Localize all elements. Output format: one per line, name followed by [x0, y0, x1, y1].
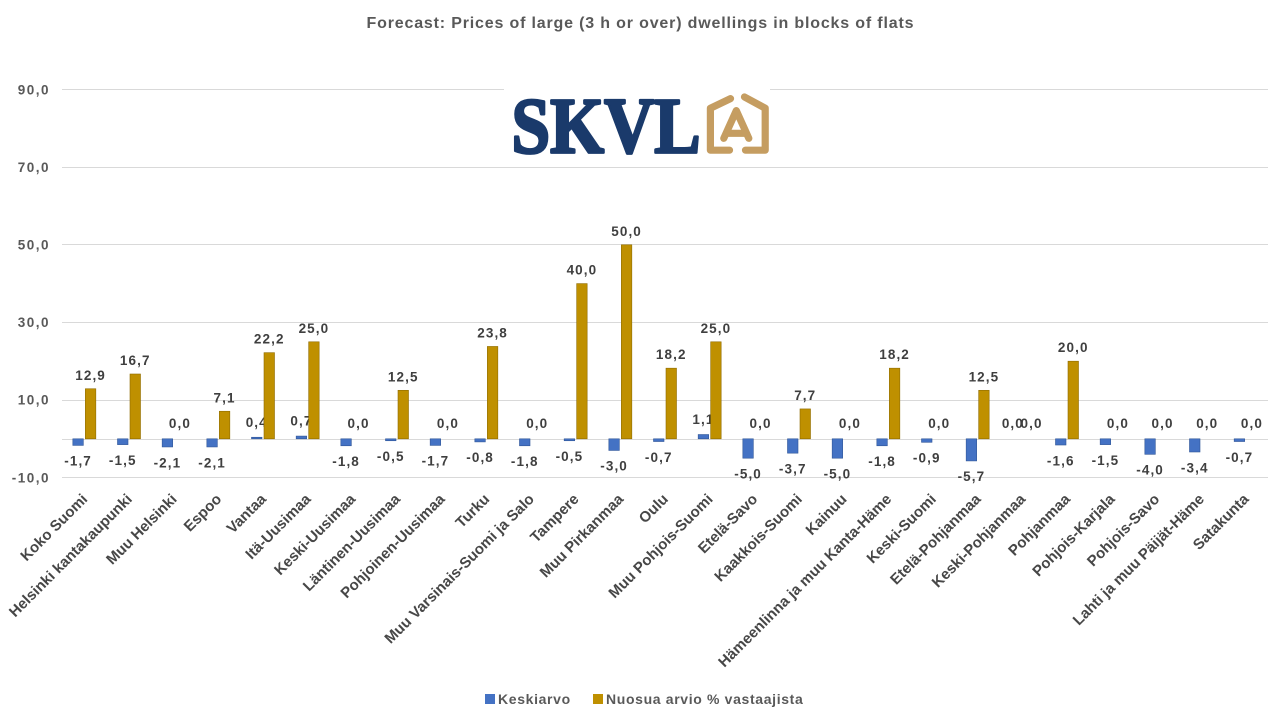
svg-text:0,0: 0,0 [750, 416, 772, 431]
svg-text:-2,1: -2,1 [154, 455, 182, 470]
svg-text:0,0: 0,0 [526, 416, 548, 431]
svg-text:22,2: 22,2 [254, 332, 285, 347]
svg-text:7,1: 7,1 [214, 390, 236, 405]
svg-text:0,0: 0,0 [1152, 416, 1174, 431]
svg-text:-5,0: -5,0 [824, 467, 852, 482]
svg-text:1,1: 1,1 [692, 412, 714, 427]
svg-text:0,0: 0,0 [1002, 416, 1024, 431]
svg-text:70,0: 70,0 [18, 160, 50, 175]
svg-text:-4,0: -4,0 [1136, 463, 1164, 478]
svg-text:18,2: 18,2 [656, 347, 687, 362]
svg-text:0,4: 0,4 [246, 415, 268, 430]
svg-text:-10,0: -10,0 [12, 470, 50, 485]
svg-text:0,7: 0,7 [290, 414, 312, 429]
svg-text:12,5: 12,5 [388, 369, 419, 384]
svg-text:-0,5: -0,5 [556, 449, 584, 464]
svg-text:0,0: 0,0 [348, 416, 370, 431]
svg-text:0,0: 0,0 [928, 416, 950, 431]
svg-text:0,0: 0,0 [1241, 416, 1263, 431]
svg-text:90,0: 90,0 [18, 82, 50, 97]
svg-text:-1,6: -1,6 [1047, 453, 1075, 468]
svg-text:-0,9: -0,9 [913, 451, 941, 466]
svg-text:0,0: 0,0 [839, 416, 861, 431]
svg-text:-1,5: -1,5 [109, 453, 137, 468]
svg-text:-1,8: -1,8 [511, 454, 539, 469]
svg-text:-3,4: -3,4 [1181, 460, 1209, 475]
svg-text:Keskiarvo: Keskiarvo [498, 691, 571, 707]
svg-text:30,0: 30,0 [18, 315, 50, 330]
svg-text:7,7: 7,7 [794, 388, 816, 403]
svg-text:0,0: 0,0 [437, 416, 459, 431]
svg-text:0,0: 0,0 [169, 416, 191, 431]
svg-text:-0,8: -0,8 [466, 450, 494, 465]
svg-text:0,0: 0,0 [1196, 416, 1218, 431]
svg-text:50,0: 50,0 [18, 238, 50, 253]
svg-text:12,9: 12,9 [75, 368, 106, 383]
svg-text:12,5: 12,5 [969, 369, 1000, 384]
svg-text:25,0: 25,0 [701, 321, 732, 336]
svg-text:20,0: 20,0 [1058, 340, 1089, 355]
svg-text:-0,5: -0,5 [377, 449, 405, 464]
svg-text:Forecast: Prices of large (3 h: Forecast: Prices of large (3 h or over) … [367, 15, 914, 32]
svg-text:0,0: 0,0 [1107, 416, 1129, 431]
svg-text:-1,8: -1,8 [868, 454, 896, 469]
svg-text:18,2: 18,2 [879, 347, 910, 362]
svg-text:0,0: 0,0 [1021, 416, 1043, 431]
svg-text:-5,7: -5,7 [958, 469, 986, 484]
svg-text:Nuosua arvio % vastaajista: Nuosua arvio % vastaajista [606, 691, 803, 707]
svg-text:-0,7: -0,7 [1226, 450, 1254, 465]
svg-text:50,0: 50,0 [611, 224, 642, 239]
svg-text:16,7: 16,7 [120, 353, 151, 368]
svg-text:25,0: 25,0 [299, 321, 330, 336]
svg-text:-1,5: -1,5 [1092, 453, 1120, 468]
svg-text:-1,7: -1,7 [64, 454, 92, 469]
svg-text:-5,0: -5,0 [734, 467, 762, 482]
svg-text:23,8: 23,8 [477, 325, 508, 340]
svg-text:-3,7: -3,7 [779, 461, 807, 476]
svg-text:-3,0: -3,0 [600, 459, 628, 474]
svg-text:-1,8: -1,8 [332, 454, 360, 469]
svg-text:-1,7: -1,7 [422, 454, 450, 469]
svg-text:SKVL: SKVL [512, 84, 701, 171]
svg-text:-0,7: -0,7 [645, 450, 673, 465]
svg-text:10,0: 10,0 [18, 393, 50, 408]
svg-text:-2,1: -2,1 [198, 455, 226, 470]
svg-text:40,0: 40,0 [567, 263, 598, 278]
